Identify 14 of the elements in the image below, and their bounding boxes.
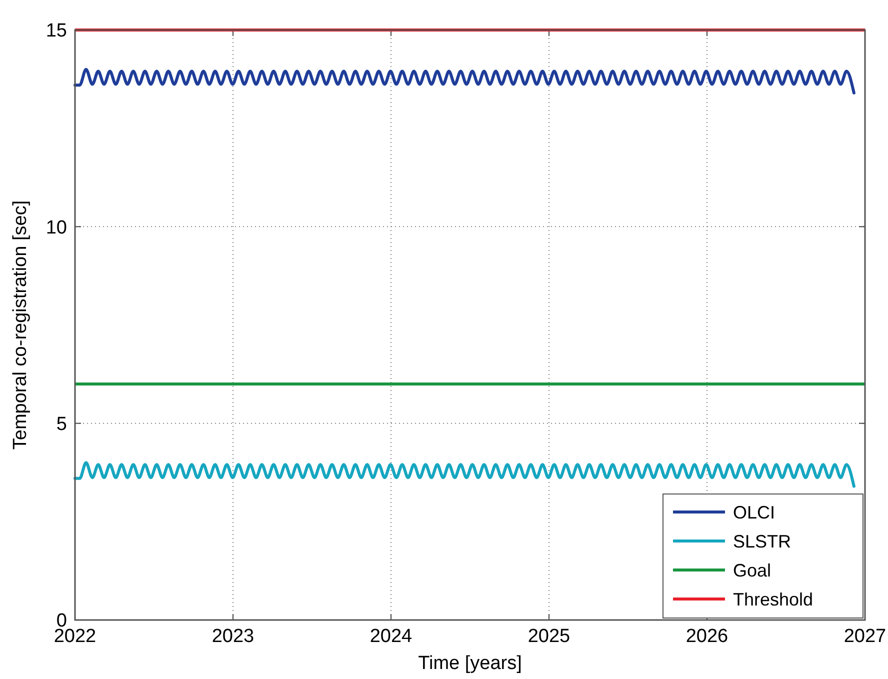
y-tick-label: 5 (56, 414, 67, 435)
legend-label: Goal (733, 560, 772, 580)
y-axis-title: Temporal co-registration [sec] (10, 200, 31, 450)
x-tick-label: 2025 (528, 626, 570, 647)
x-tick-label: 2023 (212, 626, 254, 647)
x-tick-label: 2026 (686, 626, 728, 647)
x-tick-label: 2024 (370, 626, 413, 647)
y-tick-label: 10 (46, 217, 67, 238)
y-tick-label: 15 (46, 20, 67, 42)
x-axis-title: Time [years] (418, 653, 522, 674)
legend-label: Threshold (733, 589, 814, 610)
legend-label: SLSTR (733, 531, 792, 552)
x-tick-label: 2027 (844, 626, 886, 647)
legend-label: OLCI (733, 502, 776, 522)
